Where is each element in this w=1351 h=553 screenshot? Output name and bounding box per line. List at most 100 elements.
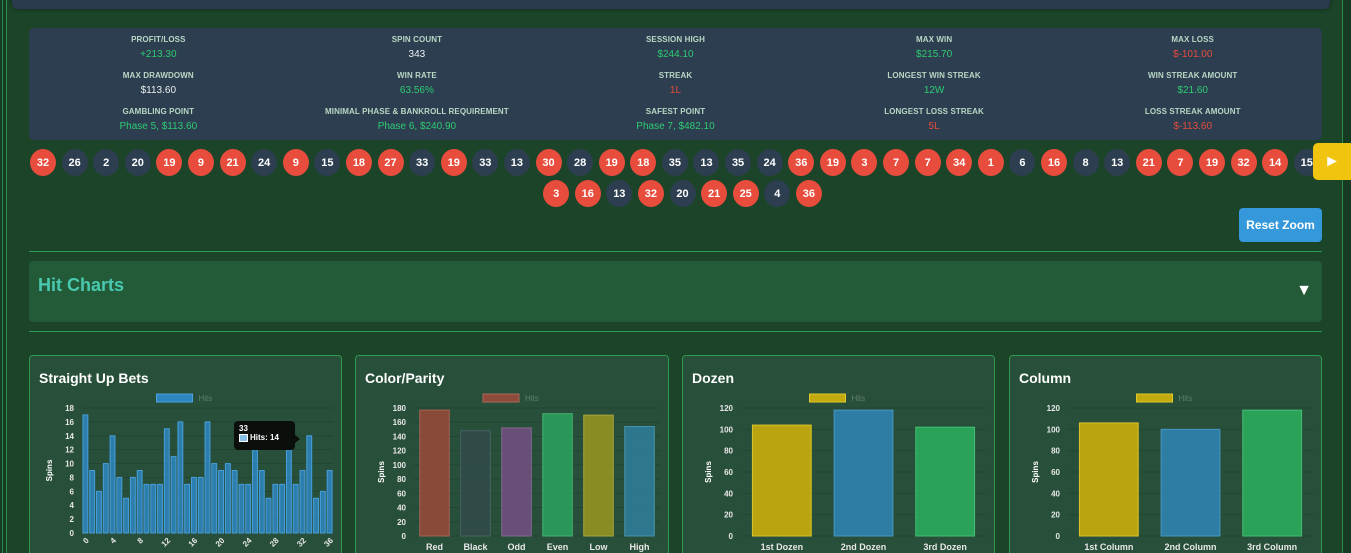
history-number-black[interactable]: 33 (472, 149, 499, 176)
bar-14[interactable] (177, 421, 184, 534)
history-number-red[interactable]: 19 (598, 149, 625, 176)
history-number-black[interactable]: 2 (93, 149, 120, 176)
history-number-red[interactable]: 19 (819, 149, 846, 176)
history-number-red[interactable]: 36 (788, 149, 815, 176)
history-number-red[interactable]: 7 (1167, 149, 1194, 176)
history-number-red[interactable]: 19 (156, 149, 183, 176)
bar-3[interactable] (102, 463, 109, 534)
bar-6[interactable] (123, 497, 130, 534)
history-number-red[interactable]: 7 (914, 149, 941, 176)
bar-20[interactable] (218, 470, 225, 534)
history-number-black[interactable]: 20 (669, 180, 696, 207)
history-number-red[interactable]: 25 (732, 180, 759, 207)
history-number-red[interactable]: 3 (851, 149, 878, 176)
bar-4[interactable] (109, 435, 116, 534)
bar-high[interactable] (624, 425, 655, 537)
bar-31[interactable] (292, 483, 299, 534)
bar-even[interactable] (542, 413, 573, 537)
bar-35[interactable] (319, 490, 326, 534)
bar-low[interactable] (583, 414, 614, 537)
history-number-red[interactable]: 21 (1135, 149, 1162, 176)
right-scrollbar[interactable] (1342, 0, 1351, 553)
reset-zoom-button[interactable]: Reset Zoom (1239, 208, 1322, 242)
bar-17[interactable] (197, 476, 204, 534)
history-number-black[interactable]: 13 (606, 180, 633, 207)
bar-red[interactable] (419, 409, 450, 537)
history-number-black[interactable]: 13 (503, 149, 530, 176)
history-number-red[interactable]: 18 (630, 149, 657, 176)
hit-charts-header[interactable]: Hit Charts ▼ (29, 261, 1322, 322)
bar-0[interactable] (82, 414, 89, 534)
bar-33[interactable] (306, 435, 313, 534)
bar-1st-dozen[interactable] (751, 424, 812, 537)
history-number-red[interactable]: 32 (30, 149, 56, 176)
history-number-red[interactable]: 18 (345, 149, 372, 176)
history-number-red[interactable]: 32 (1230, 149, 1257, 176)
history-number-red[interactable]: 21 (701, 180, 728, 207)
bar-odd[interactable] (501, 427, 532, 537)
history-number-black[interactable]: 13 (693, 149, 720, 176)
bar-34[interactable] (313, 497, 319, 534)
history-number-red[interactable]: 27 (377, 149, 404, 176)
history-number-black[interactable]: 28 (567, 149, 594, 176)
bar-7[interactable] (129, 476, 136, 534)
bar-28[interactable] (272, 483, 279, 534)
bar-10[interactable] (150, 483, 157, 534)
history-number-red[interactable]: 14 (1262, 149, 1289, 176)
bar-13[interactable] (170, 456, 177, 534)
history-number-red[interactable]: 21 (219, 149, 246, 176)
history-number-red[interactable]: 7 (883, 149, 910, 176)
bar-3rd-dozen[interactable] (915, 426, 976, 537)
bar-22[interactable] (231, 470, 238, 534)
history-number-red[interactable]: 3 (543, 180, 570, 207)
dozen-chart[interactable]: Hits 0 20 40 60 80 100 120 Spins 1st Dozen 2nd Doz… (683, 356, 996, 553)
history-number-black[interactable]: 33 (409, 149, 436, 176)
bar-2nd-dozen[interactable] (833, 409, 894, 537)
history-number-red[interactable]: 32 (637, 180, 664, 207)
bar-9[interactable] (143, 483, 150, 534)
bar-3rd-column[interactable] (1242, 409, 1303, 537)
color-parity-chart[interactable]: Hits 0 20 40 60 80 100 120 140 160 180 Spins Red Blac… (356, 356, 670, 553)
history-number-red[interactable]: 9 (187, 149, 214, 176)
history-number-black[interactable]: 13 (1104, 149, 1131, 176)
column-chart[interactable]: Hits 0 20 40 60 80 100 120 Spins 1st Column 2nd Co… (1010, 356, 1323, 553)
bar-24[interactable] (245, 483, 252, 534)
history-number-black[interactable]: 6 (1009, 149, 1036, 176)
history-number-red[interactable]: 16 (1041, 149, 1067, 176)
history-number-red[interactable]: 19 (1198, 149, 1225, 176)
history-number-red[interactable]: 30 (535, 149, 562, 176)
bar-2nd-column[interactable] (1160, 428, 1221, 537)
history-number-red[interactable]: 19 (440, 149, 467, 176)
bar-8[interactable] (136, 470, 143, 534)
bar-36[interactable] (326, 470, 333, 534)
history-number-red[interactable]: 16 (574, 180, 601, 207)
bar-23[interactable] (238, 483, 245, 534)
bar-27[interactable] (265, 497, 272, 534)
bar-25[interactable] (252, 449, 258, 534)
bar-29[interactable] (279, 483, 286, 534)
history-number-red[interactable]: 9 (282, 149, 309, 176)
bar-16[interactable] (190, 476, 197, 534)
bar-32[interactable] (299, 470, 306, 534)
bar-19[interactable] (211, 463, 218, 534)
history-number-red[interactable]: 36 (795, 180, 822, 207)
history-number-black[interactable]: 35 (661, 149, 688, 176)
bar-2[interactable] (96, 490, 102, 534)
history-number-red[interactable]: 1 (977, 149, 1004, 176)
bar-1[interactable] (89, 470, 96, 534)
history-number-red[interactable]: 34 (946, 149, 973, 176)
history-number-black[interactable]: 26 (61, 149, 88, 176)
history-number-black[interactable]: 24 (756, 149, 783, 176)
bar-30[interactable] (285, 449, 292, 534)
bar-21[interactable] (224, 463, 231, 534)
history-number-black[interactable]: 4 (764, 180, 791, 207)
bar-black[interactable] (460, 430, 491, 537)
bar-26[interactable] (258, 470, 265, 534)
bar-18[interactable] (204, 421, 211, 534)
bar-1st-column[interactable] (1078, 422, 1139, 537)
history-next-button[interactable]: ► (1313, 143, 1351, 180)
history-number-black[interactable]: 24 (251, 149, 278, 176)
bar-12[interactable] (163, 428, 170, 534)
history-number-black[interactable]: 35 (725, 149, 752, 176)
